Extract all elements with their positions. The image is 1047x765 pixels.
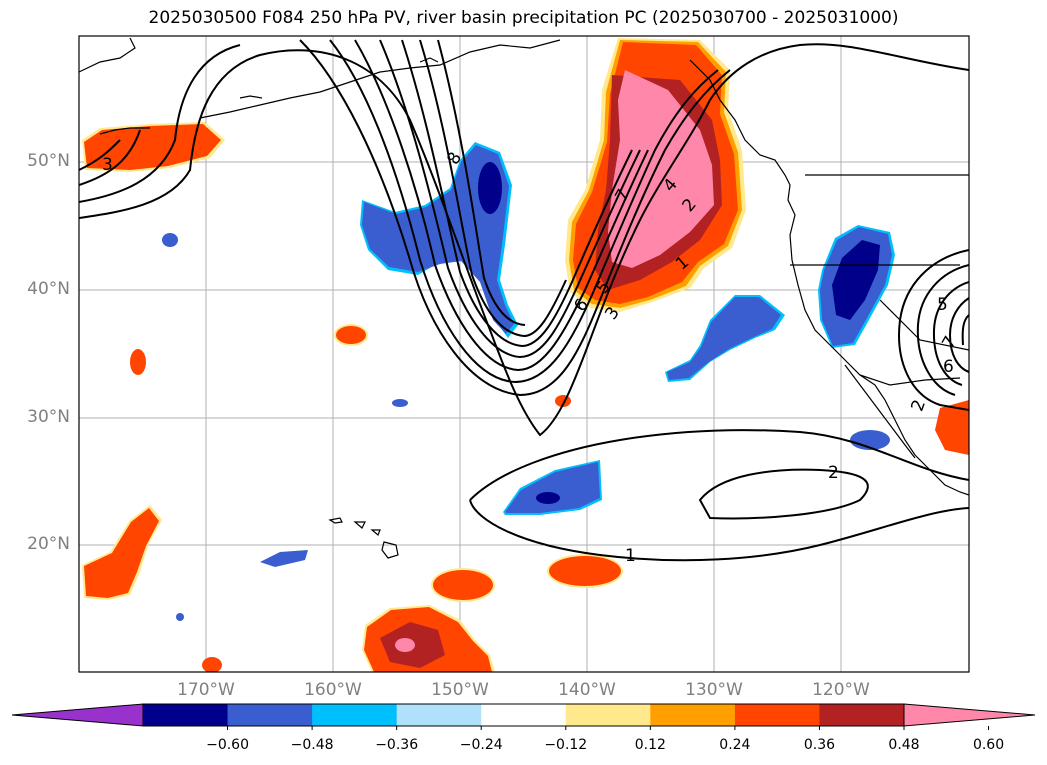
colorbar-tick-label: 0.24	[719, 737, 751, 753]
colorbar-cell	[819, 704, 905, 726]
colorbar-tick-label: 0.36	[803, 737, 836, 753]
map-content: 3 8 7 4 2 1 5 3 6 5 7 6 2 2 1	[79, 36, 969, 672]
colorbar-tick-label: −0.36	[375, 737, 419, 753]
colorbar-cell	[143, 704, 229, 726]
colorbar-extend-high	[903, 703, 1036, 727]
colorbar-tick-label: 0.48	[888, 737, 920, 753]
patch-nw-pacific	[84, 124, 221, 170]
patch-se	[935, 400, 969, 455]
lon-label: 130°W	[685, 680, 743, 700]
colorbar-tick-label: −0.12	[544, 737, 588, 753]
patch-small-2	[130, 349, 146, 375]
colorbar-tick-label: −0.60	[206, 737, 249, 753]
lon-label: 170°W	[177, 680, 235, 700]
contour-label: 3	[102, 155, 113, 175]
colorbar-cell	[481, 704, 567, 726]
lon-label: 120°W	[812, 680, 870, 700]
colorbar-tick-label: 0.60	[972, 737, 1005, 753]
map-title: 2025030500 F084 250 hPa PV, river basin …	[148, 8, 899, 28]
colorbar-tick-label: 0.12	[634, 737, 666, 753]
lat-label: 40°N	[27, 279, 70, 299]
colorbar-tick-label: −0.24	[459, 737, 503, 753]
colorbar-cell	[227, 704, 313, 726]
colorbar-cell	[312, 704, 398, 726]
colorbar-cell	[734, 704, 820, 726]
contour-label: 5	[937, 295, 948, 315]
coastlines	[79, 37, 969, 559]
colorbar-extend-low	[11, 703, 144, 727]
lon-label: 150°W	[431, 680, 489, 700]
blob-central-east	[667, 297, 781, 380]
colorbar-cell	[565, 704, 651, 726]
lat-label: 20°N	[27, 534, 70, 554]
blob-subtropical	[505, 462, 600, 513]
patch-small-1	[336, 326, 366, 344]
blob-central-north-core	[478, 162, 502, 214]
pv-contours	[79, 39, 969, 562]
map-frame	[78, 35, 970, 673]
patch-hawaii-s	[433, 570, 493, 600]
lat-label: 50°N	[27, 151, 70, 171]
lon-label: 160°W	[304, 680, 362, 700]
positive-pc-regions	[82, 38, 969, 672]
patch-sw	[84, 508, 159, 598]
plume-pink	[608, 70, 714, 268]
contour-label: 6	[943, 357, 954, 377]
colorbar-tick-label: −0.48	[290, 737, 334, 753]
lon-label: 140°W	[558, 680, 616, 700]
negative-pc-regions	[162, 142, 895, 621]
colorbar-cell	[396, 704, 482, 726]
colorbar-cell	[650, 704, 736, 726]
contour-label: 1	[625, 546, 636, 566]
blob-central-north	[362, 145, 514, 334]
contour-label: 2	[828, 463, 839, 483]
lat-label: 30°N	[27, 407, 70, 427]
colorbar	[11, 703, 1036, 730]
patch-center-s	[549, 556, 621, 586]
map-background	[79, 36, 969, 672]
